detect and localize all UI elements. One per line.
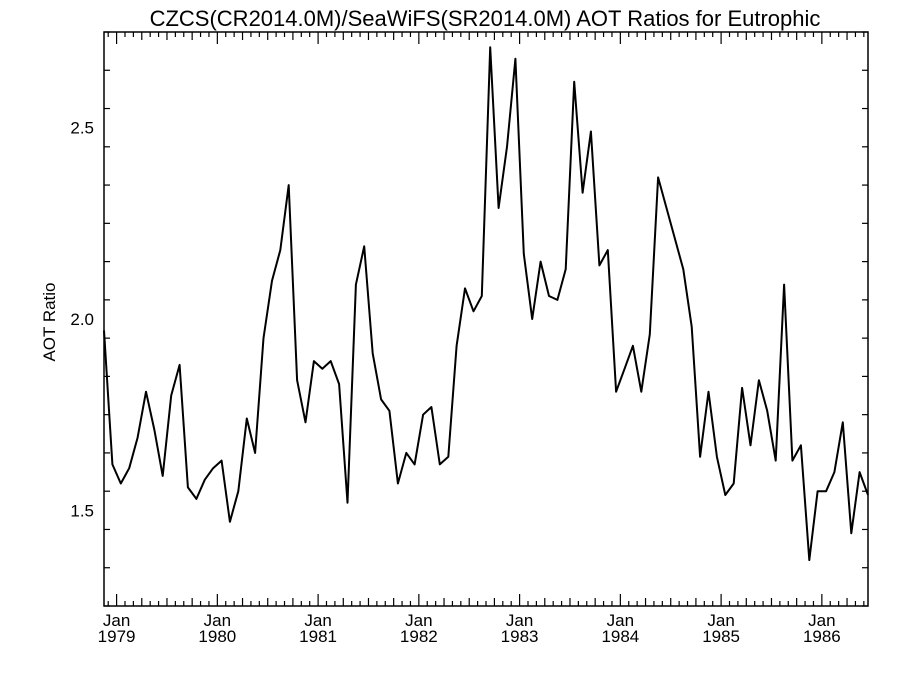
- y-tick-label: 2.0: [70, 310, 94, 329]
- plot-frame: [103, 31, 869, 607]
- chart-title: CZCS(CR2014.0M)/SeaWiFS(SR2014.0M) AOT R…: [150, 6, 821, 31]
- x-tick-label-year: 1986: [803, 627, 841, 646]
- x-tick-label-month: Jan: [808, 611, 835, 630]
- x-tick-label-year: 1985: [702, 627, 740, 646]
- axis-ticks: [104, 31, 868, 607]
- x-tick-label-year: 1984: [601, 627, 639, 646]
- x-tick-label-month: Jan: [707, 611, 734, 630]
- x-tick-label-month: Jan: [103, 611, 130, 630]
- x-tick-label-year: 1979: [98, 627, 136, 646]
- y-tick-label: 1.5: [70, 501, 94, 520]
- x-tick-label-month: Jan: [405, 611, 432, 630]
- axis-tick-labels: 1.52.02.5Jan1979Jan1980Jan1981Jan1982Jan…: [70, 119, 840, 646]
- x-tick-label-year: 1983: [501, 627, 539, 646]
- x-tick-label-month: Jan: [607, 611, 634, 630]
- x-tick-label-month: Jan: [304, 611, 331, 630]
- x-tick-label-year: 1981: [299, 627, 337, 646]
- x-tick-label-month: Jan: [204, 611, 231, 630]
- x-tick-label-month: Jan: [506, 611, 533, 630]
- series-line: [103, 46, 869, 562]
- y-axis-label: AOT Ratio: [40, 282, 59, 361]
- y-tick-label: 2.5: [70, 119, 94, 138]
- x-tick-label-year: 1980: [198, 627, 236, 646]
- x-tick-label-year: 1982: [400, 627, 438, 646]
